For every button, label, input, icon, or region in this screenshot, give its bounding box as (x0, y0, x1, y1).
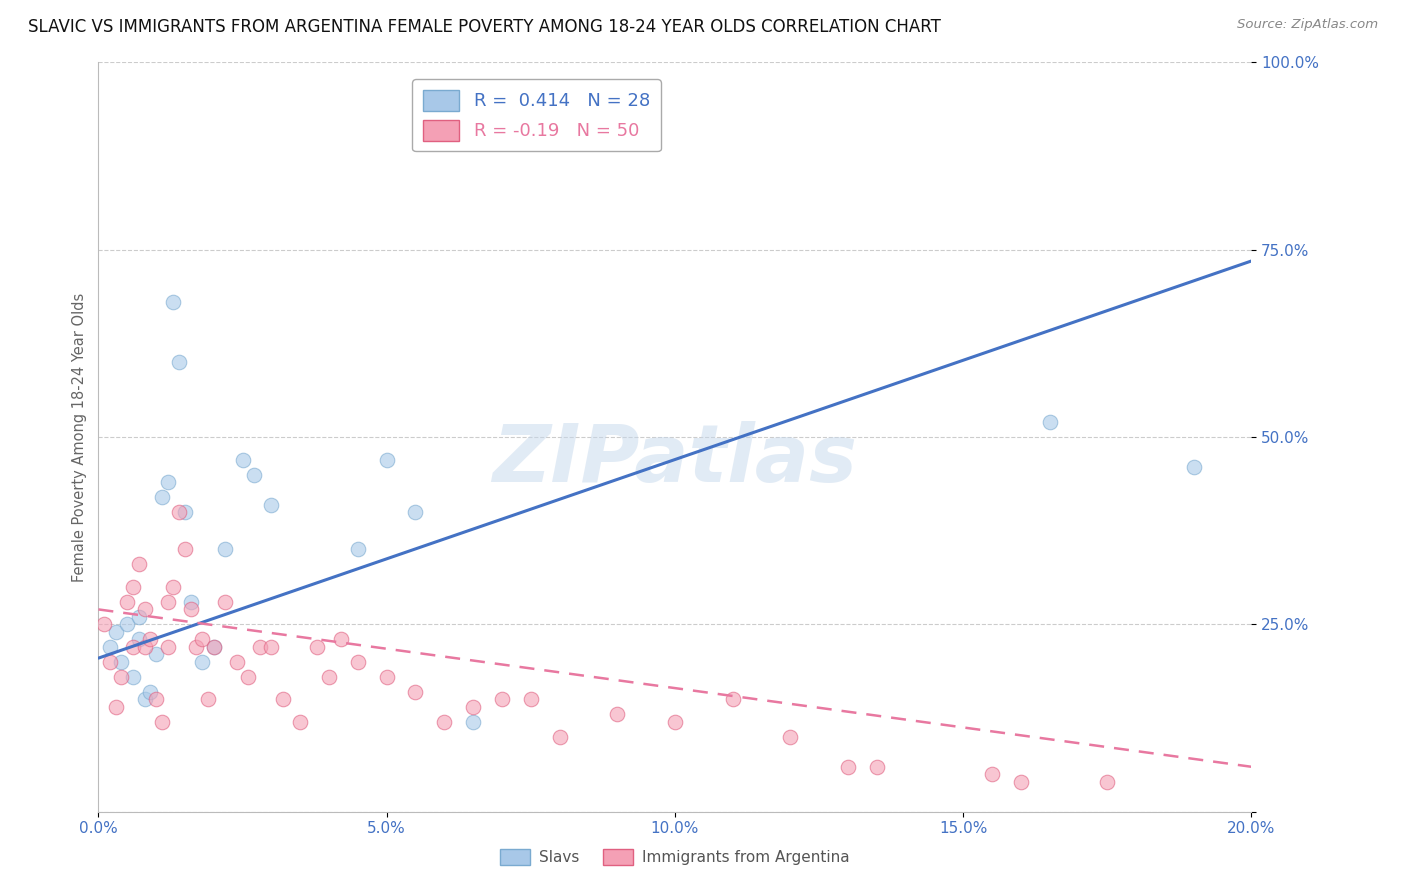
Point (122, 580, 145, 594)
Point (150, 490, 173, 504)
Point (167, 355, 190, 369)
Point (197, 692, 219, 706)
Point (98, 640, 121, 654)
Point (346, 655, 368, 669)
Point (238, 670, 260, 684)
Legend: Slavs, Immigrants from Argentina: Slavs, Immigrants from Argentina (494, 843, 856, 871)
Point (117, 595, 139, 609)
Point (461, 699, 484, 714)
Point (981, 767, 1004, 781)
Point (174, 505, 197, 519)
Point (214, 595, 236, 609)
Point (1097, 774, 1119, 789)
Point (145, 692, 167, 706)
Point (405, 505, 427, 519)
Point (837, 760, 859, 774)
Point (866, 760, 889, 774)
Point (122, 670, 145, 684)
Point (779, 730, 801, 744)
Text: SLAVIC VS IMMIGRANTS FROM ARGENTINA FEMALE POVERTY AMONG 18-24 YEAR OLDS CORRELA: SLAVIC VS IMMIGRANTS FROM ARGENTINA FEMA… (28, 18, 941, 36)
Point (433, 714, 456, 729)
Point (139, 685, 162, 699)
Point (93, 617, 115, 632)
Point (290, 714, 312, 729)
Point (461, 714, 484, 729)
Point (1182, 460, 1205, 475)
Point (191, 632, 214, 647)
Point (110, 670, 132, 684)
Point (307, 640, 329, 654)
Point (134, 692, 156, 706)
Point (1010, 774, 1032, 789)
Point (231, 452, 254, 467)
Text: Source: ZipAtlas.com: Source: ZipAtlas.com (1237, 18, 1378, 31)
Point (375, 670, 398, 684)
Point (134, 602, 156, 616)
Point (329, 632, 352, 647)
Point (139, 632, 162, 647)
Point (243, 467, 266, 482)
Point (174, 542, 197, 557)
Y-axis label: Female Poverty Among 18-24 Year Olds: Female Poverty Among 18-24 Year Olds (72, 293, 87, 582)
Point (156, 475, 179, 489)
Point (520, 692, 543, 706)
Point (128, 610, 150, 624)
Point (117, 617, 139, 632)
Point (191, 655, 214, 669)
Point (98, 655, 121, 669)
Point (491, 692, 513, 706)
Point (260, 498, 283, 512)
Point (156, 640, 179, 654)
Point (134, 640, 156, 654)
Point (202, 640, 225, 654)
Point (122, 640, 145, 654)
Point (156, 595, 179, 609)
Point (180, 602, 202, 616)
Point (167, 505, 190, 519)
Point (1039, 415, 1062, 429)
Point (162, 295, 184, 310)
Point (110, 655, 132, 669)
Point (721, 692, 744, 706)
Point (405, 685, 427, 699)
Point (606, 707, 628, 722)
Point (548, 730, 571, 744)
Point (180, 595, 202, 609)
Point (162, 580, 184, 594)
Point (186, 640, 208, 654)
Point (104, 624, 127, 639)
Point (145, 648, 167, 662)
Point (375, 452, 398, 467)
Point (225, 655, 247, 669)
Point (664, 714, 686, 729)
Point (128, 632, 150, 647)
Point (214, 542, 236, 557)
Point (104, 699, 127, 714)
Point (271, 692, 294, 706)
Point (128, 558, 150, 572)
Point (150, 714, 173, 729)
Point (249, 640, 271, 654)
Point (260, 640, 283, 654)
Point (318, 670, 340, 684)
Point (346, 542, 368, 557)
Text: ZIPatlas: ZIPatlas (492, 420, 858, 499)
Point (202, 640, 225, 654)
